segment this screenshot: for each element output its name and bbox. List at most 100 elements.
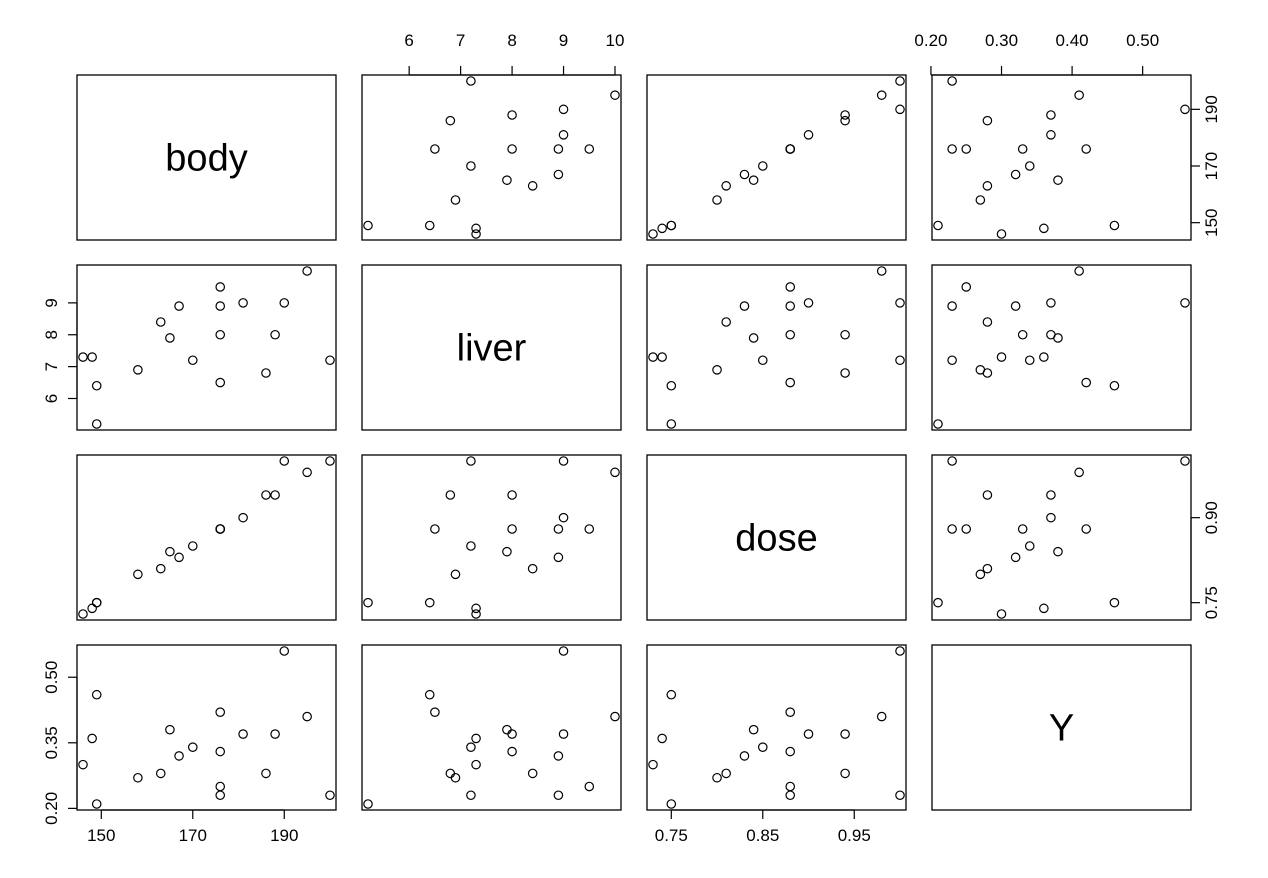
point-body-dose-4 (325, 456, 335, 466)
point-Y-body-12 (933, 220, 943, 231)
panel-border (646, 264, 907, 431)
panel-border (76, 264, 337, 431)
point-body-liver-10 (133, 365, 143, 375)
point-liver-body-9 (502, 175, 512, 185)
variable-label-Y: Y (1049, 708, 1074, 750)
panel-border (646, 454, 907, 621)
point-Y-dose-10 (975, 569, 986, 580)
point-body-liver-0 (215, 377, 226, 388)
point-body-liver-11 (87, 352, 97, 362)
point-liver-dose-14 (466, 541, 476, 551)
point-dose-Y-18 (666, 689, 677, 700)
point-body-liver-14 (187, 355, 198, 366)
point-dose-body-2 (895, 104, 905, 115)
point-liver-body-13 (527, 181, 538, 191)
point-body-Y-11 (87, 733, 97, 744)
point-Y-body-7 (1074, 90, 1084, 100)
point-dose-body-9 (748, 175, 759, 185)
panel-border (361, 264, 622, 431)
point-body-Y-10 (133, 772, 143, 783)
right-axis-dose: 0.75 0.90 (1190, 501, 1221, 619)
point-liver-dose-4 (466, 456, 476, 466)
point-body-liver-15 (261, 368, 271, 378)
point-Y-liver-3 (947, 301, 957, 311)
panel-border (361, 74, 622, 241)
point-dose-liver-8 (785, 329, 796, 340)
point-Y-dose-15 (982, 490, 993, 500)
point-liver-Y-5 (553, 751, 564, 761)
point-dose-body-11 (657, 223, 667, 234)
point-Y-body-2 (1180, 104, 1190, 115)
point-Y-body-6 (1046, 110, 1056, 120)
variable-label-liver: liver (457, 328, 527, 370)
point-dose-Y-2 (895, 646, 905, 656)
point-dose-body-4 (895, 76, 905, 86)
left-axis-Y: 0.20 0.35 0.50 (42, 661, 78, 825)
point-dose-liver-9 (748, 333, 759, 343)
point-liver-Y-7 (610, 711, 620, 722)
point-dose-Y-11 (657, 733, 667, 744)
bottom-axis-body: 150 170 190 (87, 809, 298, 845)
point-dose-Y-8 (785, 746, 796, 757)
point-liver-dose-3 (553, 524, 564, 534)
point-body-Y-16 (78, 759, 88, 770)
point-Y-liver-15 (982, 368, 993, 378)
point-Y-liver-12 (933, 419, 943, 429)
point-Y-liver-4 (947, 355, 957, 366)
point-body-dose-16 (78, 609, 88, 619)
top-axis-liver: 6 7 8 9 10 (404, 31, 625, 76)
point-Y-dose-11 (1039, 603, 1049, 614)
point-liver-body-7 (610, 90, 620, 100)
point-liver-dose-11 (471, 603, 481, 614)
point-liver-body-15 (445, 115, 456, 126)
panel-body-vs-body: body (76, 74, 337, 241)
panel-body-vs-liver (361, 74, 622, 241)
tick-label-Y-0.40: 0.40 (1056, 31, 1089, 50)
point-dose-liver-2 (895, 298, 905, 308)
tick-label-Y-0.50: 0.50 (1126, 31, 1159, 50)
point-dose-liver-4 (895, 355, 905, 366)
panel-border (76, 454, 337, 621)
point-body-Y-17 (238, 729, 248, 739)
point-body-Y-0 (215, 707, 226, 717)
point-dose-body-13 (721, 181, 731, 191)
point-Y-body-4 (947, 76, 957, 86)
panel-border (361, 644, 622, 811)
point-liver-dose-17 (558, 512, 569, 523)
point-dose-liver-12 (666, 419, 677, 429)
point-liver-Y-16 (471, 759, 481, 770)
point-dose-body-18 (666, 220, 677, 231)
point-liver-body-2 (558, 104, 569, 115)
tick-label-liver-6: 6 (404, 31, 413, 50)
point-dose-liver-5 (739, 301, 750, 311)
point-liver-body-18 (424, 220, 435, 231)
point-body-dose-9 (165, 546, 175, 557)
point-body-Y-8 (215, 746, 226, 757)
panel-border (76, 74, 337, 241)
point-Y-liver-9 (1053, 333, 1063, 343)
point-dose-Y-9 (748, 724, 759, 735)
point-liver-Y-9 (502, 724, 512, 735)
point-body-dose-18 (91, 597, 102, 608)
point-Y-body-15 (982, 115, 993, 126)
tick-label-liver-10: 10 (606, 31, 625, 50)
point-Y-dose-5 (1010, 552, 1021, 563)
point-body-liver-7 (302, 266, 312, 276)
tick-label-liver-9: 9 (559, 31, 568, 50)
point-liver-body-1 (584, 144, 595, 154)
point-Y-dose-3 (947, 524, 957, 534)
right-axis-body: 150 170 190 (1190, 95, 1221, 237)
tick-label-liver-7: 7 (42, 362, 61, 371)
point-liver-dose-7 (610, 467, 620, 478)
point-body-dose-5 (174, 552, 184, 563)
point-body-liver-13 (155, 317, 166, 327)
tick-label-dose-0.85: 0.85 (746, 826, 779, 845)
panel-body-vs-dose (646, 74, 907, 241)
tick-label-Y-0.30: 0.30 (985, 31, 1018, 50)
point-dose-Y-12 (666, 799, 677, 809)
point-dose-Y-5 (739, 751, 750, 761)
tick-label-liver-9: 9 (42, 298, 61, 307)
point-liver-Y-13 (527, 768, 538, 779)
point-liver-body-0 (430, 144, 440, 154)
